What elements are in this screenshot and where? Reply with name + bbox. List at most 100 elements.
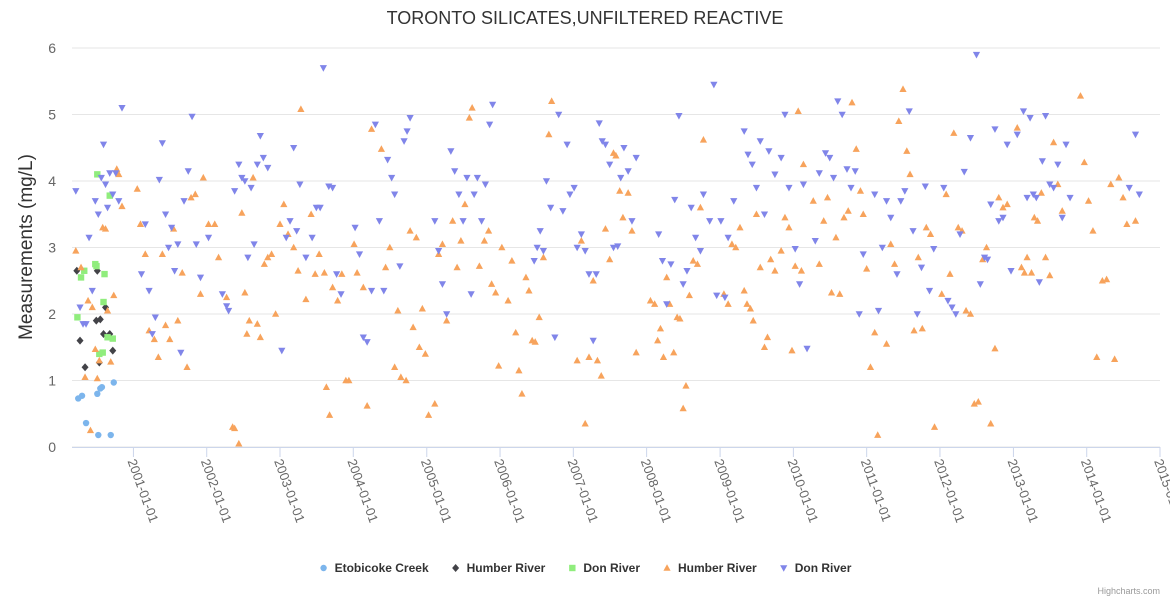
data-point[interactable]	[972, 51, 981, 59]
data-point[interactable]	[451, 168, 459, 175]
data-point[interactable]	[363, 401, 371, 409]
data-point[interactable]	[693, 260, 702, 267]
data-point[interactable]	[815, 260, 823, 267]
data-point[interactable]	[826, 154, 834, 162]
data-point[interactable]	[402, 376, 410, 384]
data-point[interactable]	[353, 268, 361, 276]
data-point[interactable]	[797, 266, 806, 274]
data-point[interactable]	[539, 248, 548, 255]
data-point[interactable]	[76, 304, 84, 312]
data-point[interactable]	[542, 178, 551, 185]
data-point[interactable]	[84, 296, 92, 304]
data-point[interactable]	[110, 291, 118, 299]
data-point[interactable]	[581, 248, 589, 255]
data-point[interactable]	[871, 191, 879, 199]
data-point[interactable]	[1123, 220, 1131, 228]
data-point[interactable]	[796, 281, 804, 288]
data-point[interactable]	[1080, 158, 1088, 166]
data-point[interactable]	[238, 174, 246, 182]
data-point[interactable]	[100, 298, 107, 306]
data-point[interactable]	[222, 303, 231, 310]
data-point[interactable]	[748, 161, 756, 169]
data-point[interactable]	[302, 254, 310, 262]
data-point[interactable]	[1030, 213, 1038, 221]
data-point[interactable]	[852, 145, 860, 152]
data-point[interactable]	[922, 223, 930, 231]
data-point[interactable]	[1017, 263, 1026, 271]
data-point[interactable]	[82, 419, 90, 427]
data-point[interactable]	[74, 314, 81, 321]
data-point[interactable]	[141, 221, 149, 229]
data-point[interactable]	[899, 85, 907, 93]
data-point[interactable]	[315, 250, 323, 257]
data-point[interactable]	[311, 270, 319, 277]
data-point[interactable]	[72, 188, 80, 195]
data-point[interactable]	[447, 148, 455, 155]
data-point[interactable]	[468, 104, 476, 111]
data-point[interactable]	[78, 392, 86, 399]
data-point[interactable]	[679, 404, 687, 412]
data-point[interactable]	[334, 296, 342, 304]
data-point[interactable]	[231, 424, 239, 432]
data-point[interactable]	[713, 292, 721, 300]
data-point[interactable]	[577, 231, 585, 238]
data-point[interactable]	[278, 347, 286, 355]
data-point[interactable]	[752, 184, 761, 192]
data-point[interactable]	[307, 210, 315, 218]
data-point[interactable]	[319, 65, 327, 72]
data-point[interactable]	[1084, 197, 1093, 204]
data-point[interactable]	[966, 310, 975, 317]
data-point[interactable]	[97, 174, 105, 182]
data-point[interactable]	[938, 290, 946, 297]
data-point[interactable]	[260, 260, 268, 267]
data-point[interactable]	[827, 288, 836, 296]
data-point[interactable]	[983, 256, 992, 264]
data-point[interactable]	[914, 253, 922, 261]
data-point[interactable]	[1115, 173, 1123, 181]
data-point[interactable]	[418, 304, 426, 312]
legend-symbol[interactable]	[663, 564, 671, 571]
data-point[interactable]	[276, 220, 284, 228]
data-point[interactable]	[214, 253, 223, 261]
data-point[interactable]	[256, 132, 264, 140]
data-point[interactable]	[851, 168, 859, 175]
data-point[interactable]	[485, 227, 493, 234]
data-point[interactable]	[443, 311, 451, 318]
data-point[interactable]	[687, 204, 695, 212]
data-point[interactable]	[952, 311, 960, 318]
data-point[interactable]	[980, 254, 989, 262]
data-point[interactable]	[355, 251, 364, 258]
data-point[interactable]	[696, 203, 705, 211]
data-point[interactable]	[329, 184, 337, 192]
data-point[interactable]	[954, 223, 962, 231]
data-point[interactable]	[573, 244, 581, 252]
data-point[interactable]	[94, 211, 102, 219]
data-point[interactable]	[976, 281, 984, 288]
data-point[interactable]	[606, 255, 614, 263]
data-point[interactable]	[1003, 141, 1011, 149]
data-point[interactable]	[222, 293, 231, 301]
data-point[interactable]	[671, 196, 679, 204]
data-point[interactable]	[211, 220, 219, 228]
data-point[interactable]	[498, 243, 506, 251]
data-point[interactable]	[917, 264, 926, 272]
data-point[interactable]	[866, 363, 875, 370]
data-point[interactable]	[115, 198, 123, 205]
data-point[interactable]	[982, 243, 991, 251]
data-point[interactable]	[107, 358, 115, 365]
data-point[interactable]	[431, 218, 439, 225]
data-point[interactable]	[333, 271, 341, 278]
data-point[interactable]	[76, 336, 84, 345]
data-point[interactable]	[732, 243, 740, 251]
data-point[interactable]	[740, 286, 748, 294]
data-point[interactable]	[250, 241, 258, 248]
data-point[interactable]	[290, 243, 298, 251]
data-point[interactable]	[551, 334, 559, 342]
data-point[interactable]	[290, 144, 298, 152]
data-point[interactable]	[118, 105, 126, 112]
data-point[interactable]	[535, 313, 543, 321]
data-point[interactable]	[371, 121, 379, 129]
data-point[interactable]	[974, 397, 982, 405]
data-point[interactable]	[204, 234, 213, 242]
data-point[interactable]	[598, 138, 606, 145]
